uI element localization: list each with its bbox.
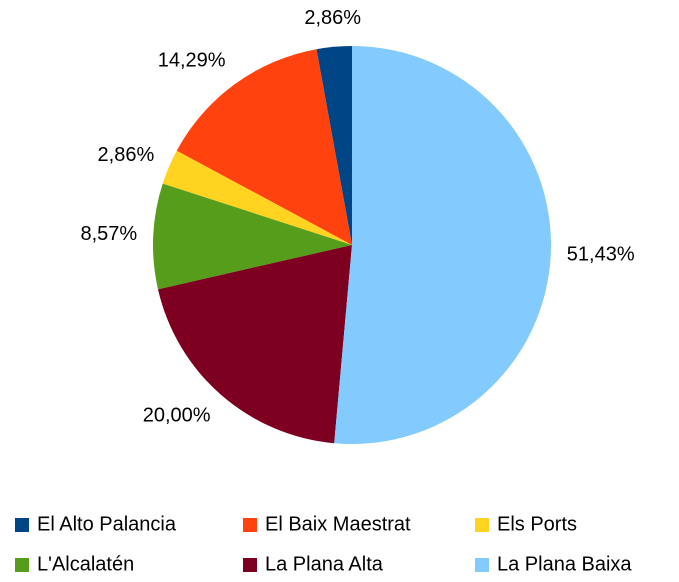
pie-slice <box>176 49 352 246</box>
legend-swatch <box>475 518 489 532</box>
data-label: 14,29% <box>158 50 226 72</box>
data-label: 2,86% <box>98 144 155 166</box>
legend-label: El Alto Palancia <box>37 513 177 535</box>
data-label: 51,43% <box>567 243 635 265</box>
legend-label: La Plana Baixa <box>497 553 632 575</box>
pie-slice <box>158 245 352 444</box>
legend-swatch <box>475 558 489 572</box>
data-label: 20,00% <box>143 404 211 426</box>
pie-slice <box>334 46 551 444</box>
legend-label: El Baix Maestrat <box>265 513 411 535</box>
legend-label: La Plana Alta <box>265 553 384 575</box>
data-label: 8,57% <box>80 223 137 245</box>
pie-slice <box>162 150 352 245</box>
legend-swatch <box>243 518 257 532</box>
legend-swatch <box>15 558 29 572</box>
data-label: 2,86% <box>304 7 361 29</box>
legend-swatch <box>243 558 257 572</box>
pie-slice <box>316 46 352 245</box>
legend-label: Els Ports <box>497 513 577 535</box>
legend-label: L'Alcalatén <box>37 553 134 575</box>
pie-slice <box>152 183 352 290</box>
legend-swatch <box>15 518 29 532</box>
